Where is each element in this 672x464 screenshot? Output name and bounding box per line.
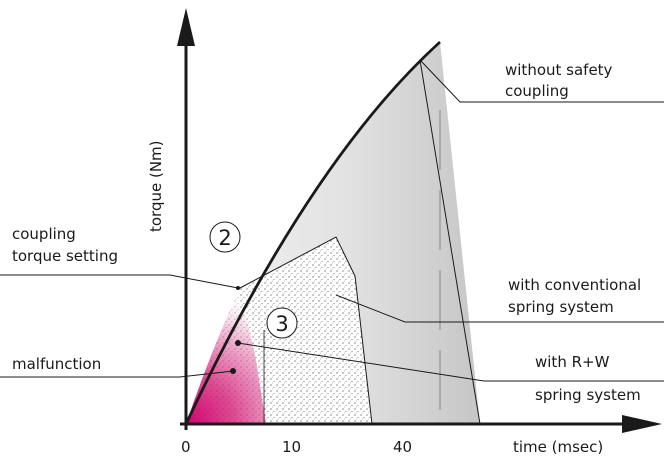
leader-malfunction <box>0 370 234 378</box>
label-without-safety-2: coupling <box>505 82 569 100</box>
leader-without-safety <box>419 59 664 103</box>
x-axis-arrow <box>622 415 662 433</box>
label-coupling-2: torque setting <box>12 247 118 265</box>
label-coupling-1: coupling <box>12 225 76 243</box>
x-tick-0: 0 <box>181 438 191 456</box>
leader-coupling <box>0 274 239 289</box>
region-rw-dots <box>186 288 266 424</box>
y-axis-arrow <box>177 8 195 46</box>
leader-rw-dot <box>235 340 241 346</box>
marker-3-circle <box>266 307 298 339</box>
marker-3-label: 3 <box>275 312 288 336</box>
x-tick-40: 40 <box>393 438 412 456</box>
leader-rw <box>237 342 664 382</box>
region-conventional-dots <box>240 237 372 424</box>
leader-coupling-dot <box>236 286 240 290</box>
label-conventional-2: spring system <box>508 298 614 316</box>
gray-region-edge <box>419 59 481 425</box>
marker-2-label: 2 <box>218 226 231 250</box>
leader-malfunction-dot <box>230 368 236 374</box>
label-malfunction: malfunction <box>12 355 101 373</box>
label-conventional-1: with conventional <box>508 276 641 294</box>
label-rw-2: spring system <box>535 386 641 404</box>
label-rw-1: with R+W <box>535 353 610 371</box>
y-axis-label: torque (Nm) <box>147 140 165 232</box>
torque-curve <box>184 40 441 425</box>
x-axis-label: time (msec) <box>513 438 603 456</box>
region-conventional-outline <box>239 236 373 425</box>
leader-conventional <box>335 294 664 323</box>
label-without-safety-1: without safety <box>505 61 613 79</box>
x-tick-10: 10 <box>282 438 301 456</box>
marker-2-circle <box>209 221 241 253</box>
